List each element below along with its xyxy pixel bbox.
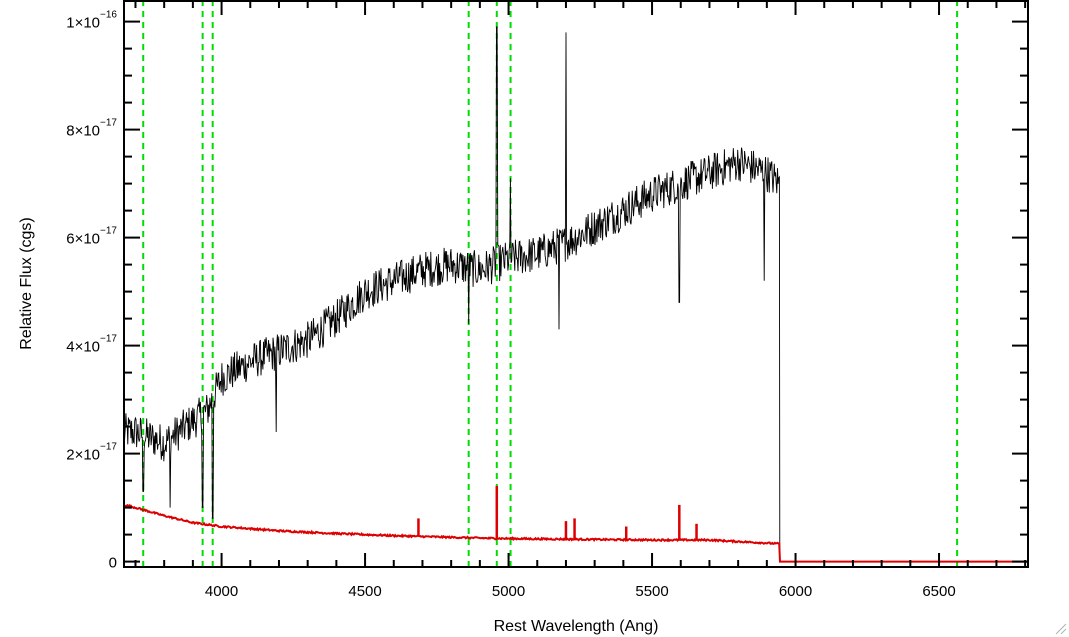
resize-grip-icon[interactable]	[1053, 621, 1067, 635]
y-tick-label: 6×10−17	[66, 226, 117, 248]
y-tick-label: 2×10−17	[66, 442, 117, 464]
x-tick-label: 4000	[205, 583, 238, 600]
x-axis-title: Rest Wavelength (Ang)	[494, 618, 659, 635]
plot-area	[123, 0, 1028, 567]
x-tick-label: 4500	[348, 583, 381, 600]
x-tick-label: 6500	[922, 583, 955, 600]
x-tick-label: 5000	[492, 583, 525, 600]
y-tick-label: 1×10−16	[66, 10, 117, 32]
x-tick-label: 6000	[779, 583, 812, 600]
y-axis-ticks: 0 2×10−17 4×10−17 6×10−17 8×10−17 1×10−16	[66, 10, 1028, 572]
y-tick-label: 4×10−17	[66, 334, 117, 356]
x-axis-ticks: 4000 4500 5000 5500 6000 6500	[134, 1, 1027, 600]
spectrum-series-line	[123, 26, 781, 562]
x-tick-label: 5500	[635, 583, 668, 600]
reference-lines	[142, 0, 959, 567]
y-tick-label: 8×10−17	[66, 118, 117, 140]
y-tick-label: 0	[109, 555, 117, 572]
error-series-line	[123, 503, 1028, 563]
plot-frame	[123, 0, 1029, 568]
y-axis-title: Relative Flux (cgs)	[18, 217, 35, 349]
